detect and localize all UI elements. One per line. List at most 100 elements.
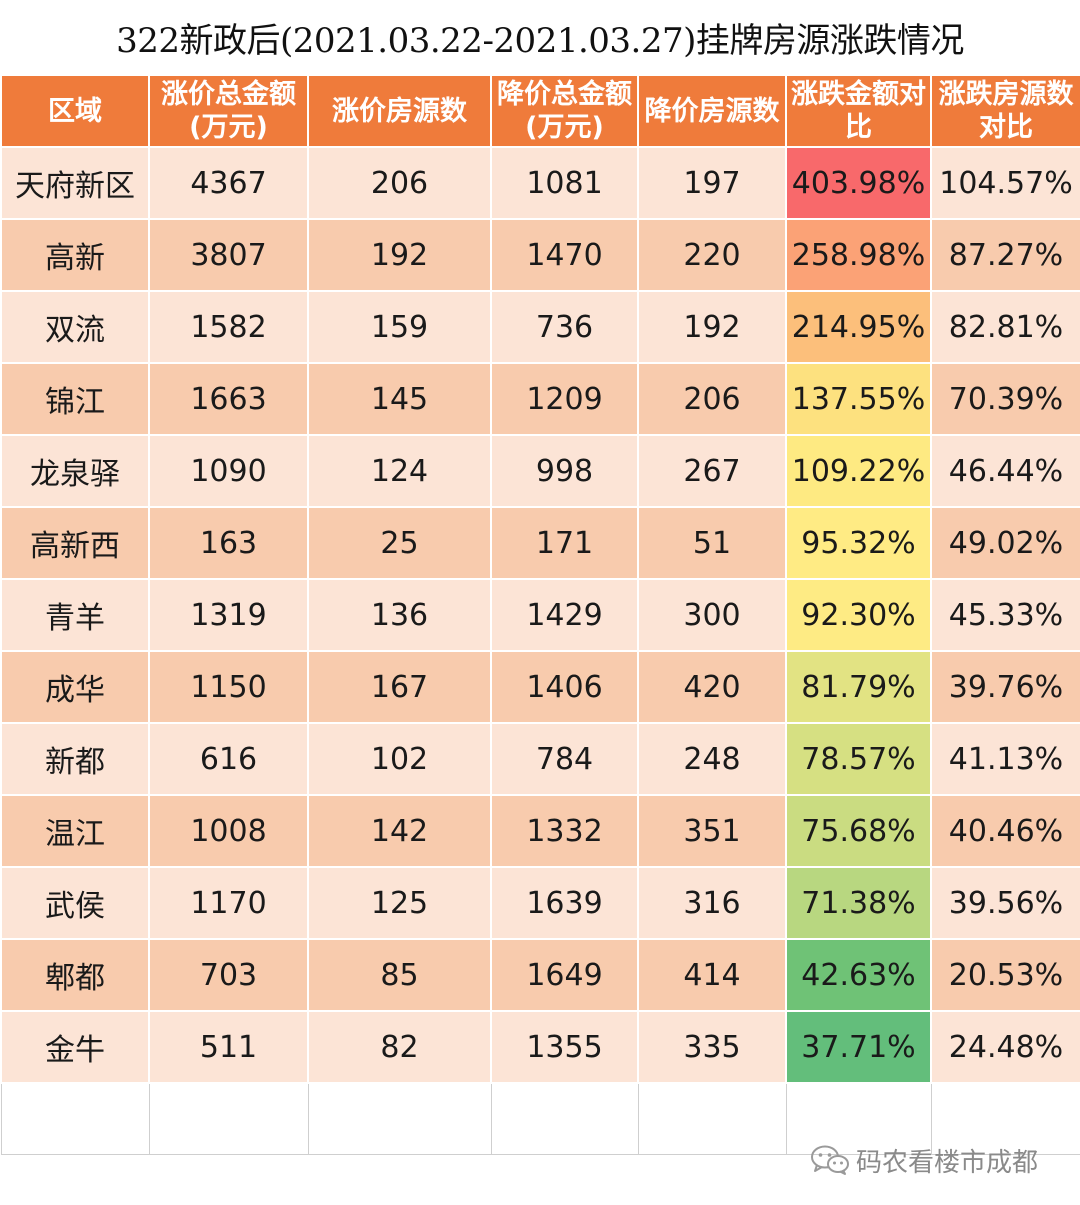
cell-amount-ratio: 137.55% [785, 362, 932, 436]
cell-up-amount: 1663 [148, 362, 309, 436]
cell-up-count: 25 [307, 506, 492, 580]
cell-count-ratio: 45.33% [930, 578, 1080, 652]
header-amount-ratio: 涨跌金额对比 [785, 74, 932, 148]
cell-amount-ratio: 42.63% [785, 938, 932, 1012]
header-up-amount: 涨价总金额(万元) [148, 74, 309, 148]
blank-cell [148, 1082, 309, 1155]
cell-region: 青羊 [0, 578, 150, 652]
cell-count-ratio: 87.27% [930, 218, 1080, 292]
cell-down-count: 248 [637, 722, 787, 796]
cell-up-count: 125 [307, 866, 492, 940]
cell-up-count: 145 [307, 362, 492, 436]
table-row: 锦江 1663 145 1209 206 137.55% 70.39% [0, 362, 1080, 436]
cell-count-ratio: 104.57% [930, 146, 1080, 220]
cell-down-amount: 1332 [490, 794, 639, 868]
table-row: 金牛 511 82 1355 335 37.71% 24.48% [0, 1010, 1080, 1084]
cell-count-ratio: 39.76% [930, 650, 1080, 724]
cell-count-ratio: 82.81% [930, 290, 1080, 364]
cell-down-count: 300 [637, 578, 787, 652]
cell-down-count: 220 [637, 218, 787, 292]
table-row: 青羊 1319 136 1429 300 92.30% 45.33% [0, 578, 1080, 652]
cell-down-amount: 1649 [490, 938, 639, 1012]
table-row: 温江 1008 142 1332 351 75.68% 40.46% [0, 794, 1080, 868]
table-row: 天府新区 4367 206 1081 197 403.98% 104.57% [0, 146, 1080, 220]
table-row: 高新西 163 25 171 51 95.32% 49.02% [0, 506, 1080, 580]
cell-down-amount: 1406 [490, 650, 639, 724]
cell-down-amount: 998 [490, 434, 639, 508]
cell-amount-ratio: 214.95% [785, 290, 932, 364]
blank-cell [637, 1082, 787, 1155]
cell-down-count: 335 [637, 1010, 787, 1084]
cell-count-ratio: 70.39% [930, 362, 1080, 436]
cell-up-count: 82 [307, 1010, 492, 1084]
page-title: 322新政后(2021.03.22-2021.03.27)挂牌房源涨跌情况 [116, 20, 964, 61]
header-up-count: 涨价房源数 [307, 74, 492, 148]
watermark-text: 码农看楼市成都 [856, 1147, 1039, 1178]
blank-cell [490, 1082, 639, 1155]
cell-up-amount: 703 [148, 938, 309, 1012]
cell-down-amount: 1355 [490, 1010, 639, 1084]
cell-up-amount: 1008 [148, 794, 309, 868]
table-header-row: 区域 涨价总金额(万元) 涨价房源数 降价总金额(万元) 降价房源数 涨跌金额对… [0, 74, 1080, 148]
cell-up-amount: 4367 [148, 146, 309, 220]
cell-down-amount: 171 [490, 506, 639, 580]
cell-down-count: 414 [637, 938, 787, 1012]
cell-up-count: 206 [307, 146, 492, 220]
header-down-count: 降价房源数 [637, 74, 787, 148]
cell-up-amount: 163 [148, 506, 309, 580]
cell-up-count: 159 [307, 290, 492, 364]
blank-cell [0, 1082, 150, 1155]
cell-up-amount: 3807 [148, 218, 309, 292]
blank-row [0, 1082, 1080, 1155]
blank-cell [930, 1082, 1080, 1155]
header-region: 区域 [0, 74, 150, 148]
cell-amount-ratio: 71.38% [785, 866, 932, 940]
cell-amount-ratio: 81.79% [785, 650, 932, 724]
cell-count-ratio: 39.56% [930, 866, 1080, 940]
cell-count-ratio: 41.13% [930, 722, 1080, 796]
cell-down-amount: 1639 [490, 866, 639, 940]
cell-down-count: 316 [637, 866, 787, 940]
watermark: 码农看楼市成都 [810, 1140, 1038, 1180]
table-row: 武侯 1170 125 1639 316 71.38% 39.56% [0, 866, 1080, 940]
cell-count-ratio: 40.46% [930, 794, 1080, 868]
cell-region: 金牛 [0, 1010, 150, 1084]
cell-region: 高新西 [0, 506, 150, 580]
cell-region: 锦江 [0, 362, 150, 436]
cell-up-amount: 616 [148, 722, 309, 796]
cell-amount-ratio: 109.22% [785, 434, 932, 508]
cell-down-amount: 1209 [490, 362, 639, 436]
cell-down-count: 206 [637, 362, 787, 436]
cell-region: 温江 [0, 794, 150, 868]
blank-cell [307, 1082, 492, 1155]
cell-amount-ratio: 78.57% [785, 722, 932, 796]
wechat-icon [811, 1145, 849, 1175]
cell-down-count: 192 [637, 290, 787, 364]
cell-amount-ratio: 92.30% [785, 578, 932, 652]
cell-up-count: 167 [307, 650, 492, 724]
cell-down-amount: 1429 [490, 578, 639, 652]
cell-up-amount: 511 [148, 1010, 309, 1084]
table-row: 新都 616 102 784 248 78.57% 41.13% [0, 722, 1080, 796]
cell-down-amount: 1081 [490, 146, 639, 220]
cell-up-count: 124 [307, 434, 492, 508]
cell-count-ratio: 49.02% [930, 506, 1080, 580]
cell-up-amount: 1090 [148, 434, 309, 508]
cell-up-amount: 1150 [148, 650, 309, 724]
data-table: 区域 涨价总金额(万元) 涨价房源数 降价总金额(万元) 降价房源数 涨跌金额对… [0, 74, 1080, 1155]
cell-region: 高新 [0, 218, 150, 292]
table-row: 高新 3807 192 1470 220 258.98% 87.27% [0, 218, 1080, 292]
table-row: 郫都 703 85 1649 414 42.63% 20.53% [0, 938, 1080, 1012]
cell-down-count: 197 [637, 146, 787, 220]
cell-region: 天府新区 [0, 146, 150, 220]
header-count-ratio: 涨跌房源数对比 [930, 74, 1080, 148]
cell-up-count: 102 [307, 722, 492, 796]
cell-amount-ratio: 403.98% [785, 146, 932, 220]
cell-up-count: 85 [307, 938, 492, 1012]
cell-amount-ratio: 258.98% [785, 218, 932, 292]
cell-down-count: 420 [637, 650, 787, 724]
table-row: 龙泉驿 1090 124 998 267 109.22% 46.44% [0, 434, 1080, 508]
cell-down-count: 51 [637, 506, 787, 580]
cell-amount-ratio: 75.68% [785, 794, 932, 868]
cell-down-count: 267 [637, 434, 787, 508]
